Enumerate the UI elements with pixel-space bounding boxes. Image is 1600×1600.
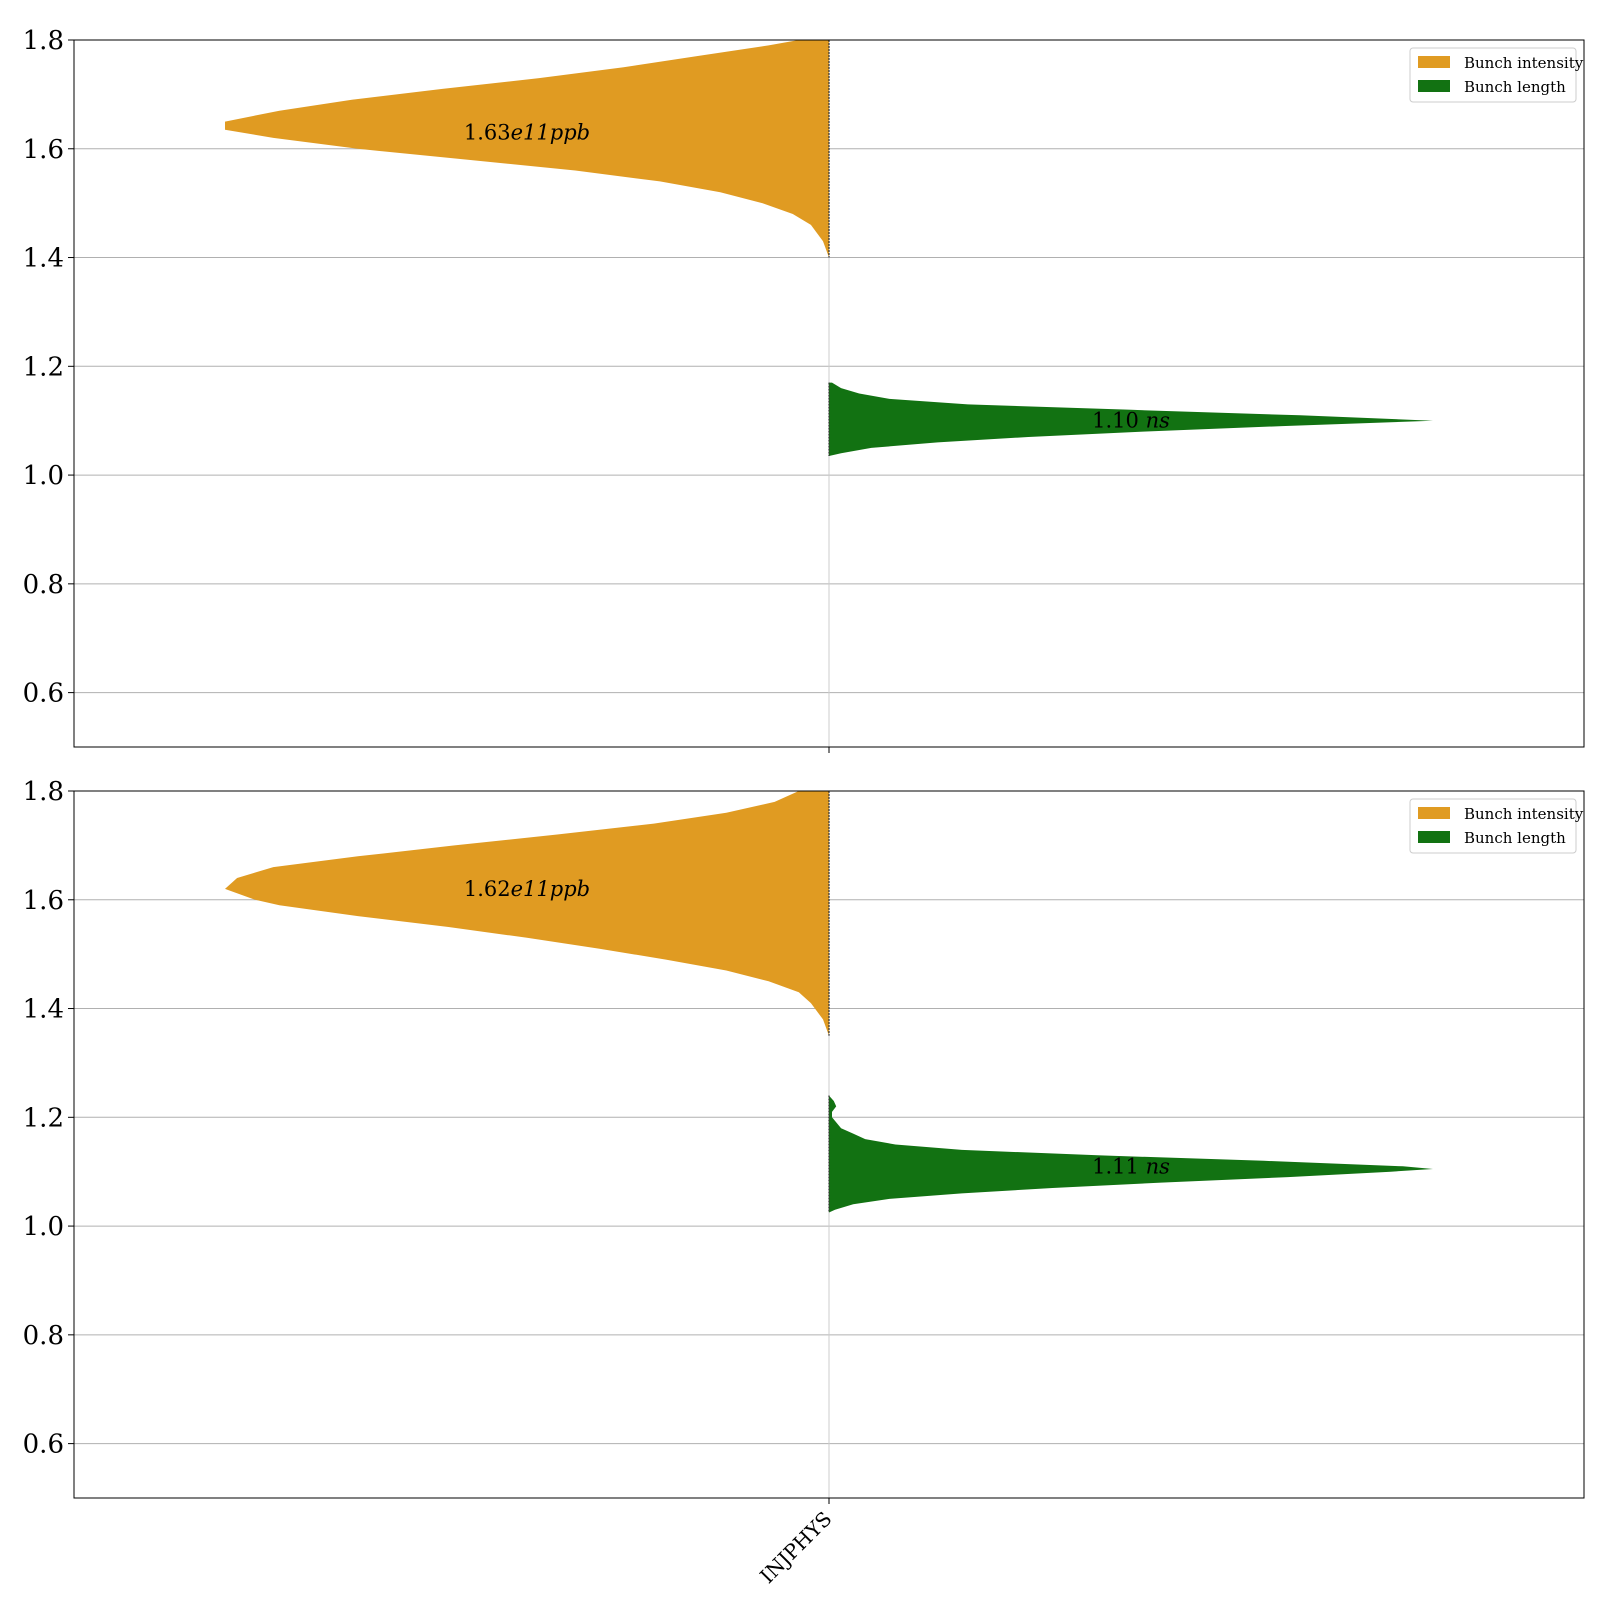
- annotation-bunch-length: 1.11 ns: [1092, 1154, 1170, 1178]
- annotation-exponent: e11: [511, 877, 550, 901]
- y-tick-label: 1.8: [23, 26, 64, 56]
- violin-bunch-intensity: [225, 40, 829, 258]
- annotation-unit: ns: [1146, 1154, 1171, 1178]
- legend-label: Bunch intensity: [1464, 805, 1584, 823]
- annotation-bunch-length: 1.10 ns: [1092, 409, 1170, 433]
- axes-frame: [73, 790, 1585, 1499]
- legend-swatch: [1418, 56, 1450, 68]
- subplot-bottom: 0.6 0.8 1.0 1.2 1.4 1.6 1.8 1.62e11ppb 1.11 ns Bu…: [23, 777, 1585, 1588]
- y-tick-label: 1.6: [23, 886, 64, 916]
- annotation-number: 1.63: [464, 120, 511, 144]
- annotation-unit: ppb: [550, 120, 590, 144]
- y-tick-label: 1.0: [23, 1212, 64, 1242]
- annotation-unit: ns: [1146, 409, 1171, 433]
- annotation-bunch-intensity: 1.62e11ppb: [464, 877, 590, 901]
- legend-swatch: [1418, 80, 1450, 92]
- y-tick-label: 1.0: [23, 461, 64, 491]
- subplot-top: 0.6 0.8 1.0 1.2 1.4 1.6 1.8 1.63e11ppb 1.10 ns Bu…: [23, 26, 1585, 753]
- annotation-bunch-intensity: 1.63e11ppb: [464, 120, 590, 144]
- axes-frame: [73, 39, 1585, 748]
- violin-bunch-intensity: [225, 791, 829, 1036]
- x-tick-label: INJPHYS: [755, 1507, 836, 1588]
- y-tick-label: 1.2: [23, 1103, 64, 1133]
- y-tick-label: 1.2: [23, 352, 64, 382]
- annotation-space: [1139, 409, 1146, 433]
- y-tick-label: 1.6: [23, 135, 64, 165]
- violin-bunch-length: [829, 1095, 1433, 1213]
- annotation-space: [1139, 1154, 1146, 1178]
- legend-label: Bunch length: [1464, 829, 1566, 847]
- y-tick-label: 0.6: [23, 1430, 64, 1460]
- y-tick-label: 1.4: [23, 244, 64, 274]
- y-tick-label: 1.4: [23, 995, 64, 1025]
- y-tick-label: 0.8: [23, 1321, 64, 1351]
- legend-swatch: [1418, 831, 1450, 843]
- legend: [1409, 798, 1577, 854]
- annotation-number: 1.11: [1092, 1154, 1139, 1178]
- annotation-number: 1.62: [464, 877, 511, 901]
- legend-label: Bunch length: [1464, 78, 1566, 96]
- legend-swatch: [1418, 807, 1450, 819]
- annotation-number: 1.10: [1092, 409, 1139, 433]
- y-tick-label: 0.8: [23, 570, 64, 600]
- y-tick-label: 0.6: [23, 679, 64, 709]
- legend: [1409, 47, 1577, 103]
- legend-label: Bunch intensity: [1464, 54, 1584, 72]
- annotation-unit: ppb: [550, 877, 590, 901]
- y-tick-label: 1.8: [23, 777, 64, 807]
- violin-bunch-length: [829, 382, 1433, 456]
- annotation-exponent: e11: [511, 120, 550, 144]
